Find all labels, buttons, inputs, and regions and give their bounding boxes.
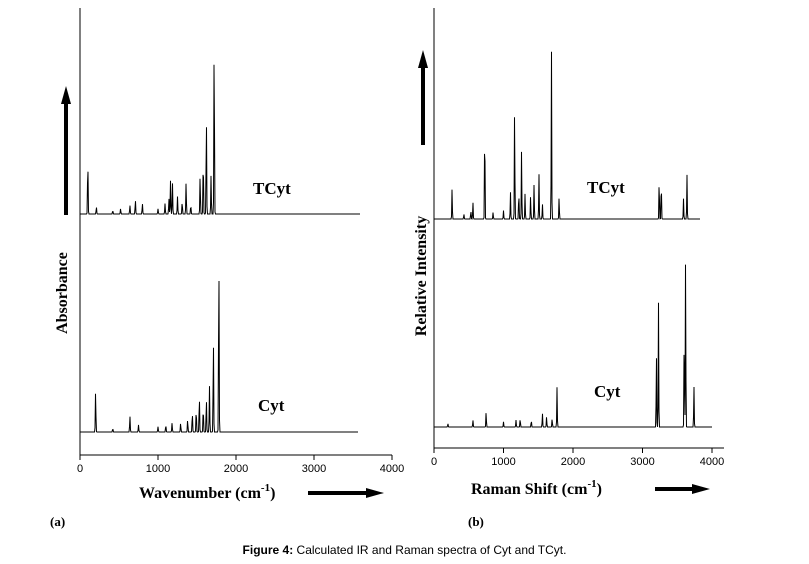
caption-label: Figure 4: — [242, 543, 294, 557]
ir-x-ticks: 0 1000 2000 3000 4000 — [77, 455, 404, 475]
raman-cyt-spectrum-line — [434, 264, 712, 428]
raman-tcyt-label: TCyt — [587, 178, 625, 197]
ir-x-tick-label: 4000 — [380, 463, 404, 475]
raman-x-ticks: 0 1000 2000 3000 4000 — [431, 448, 724, 468]
caption-text: Calculated IR and Raman spectra of Cyt a… — [296, 543, 567, 557]
ir-x-axis-title: Wavenumber (cm-1) — [139, 482, 275, 502]
raman-spectrum-panel: 0 1000 2000 3000 4000 TCyt Cyt Relative Inte… — [413, 8, 724, 529]
ir-x-axis-title-close: ) — [270, 485, 275, 502]
ir-tcyt-label: TCyt — [253, 179, 291, 198]
raman-x-tick-label: 1000 — [491, 456, 515, 468]
figure-caption: Figure 4: Calculated IR and Raman spectr… — [0, 543, 809, 557]
raman-x-axis-title-main: Raman Shift (cm — [471, 481, 588, 498]
ir-x-arrow-icon — [366, 488, 384, 498]
raman-x-axis-title: Raman Shift (cm-1) — [471, 478, 602, 498]
ir-cyt-label: Cyt — [258, 396, 285, 415]
ir-cyt-spectrum-line — [80, 280, 358, 433]
raman-x-tick-label: 4000 — [700, 456, 724, 468]
ir-x-axis-title-sup: -1 — [261, 482, 270, 494]
raman-x-tick-label: 3000 — [630, 456, 654, 468]
raman-x-axis-title-close: ) — [597, 481, 602, 498]
raman-x-arrow-icon — [692, 484, 710, 494]
raman-y-axis-title: Relative Intensity — [413, 216, 430, 336]
ir-x-tick-label: 0 — [77, 463, 83, 475]
raman-tcyt-spectrum-line — [434, 51, 700, 220]
raman-y-arrow-icon — [418, 50, 428, 68]
raman-series-group — [434, 51, 712, 428]
ir-x-axis-title-main: Wavenumber (cm — [139, 485, 262, 502]
panel-label-b: (b) — [468, 514, 484, 529]
panel-label-a: (a) — [50, 514, 65, 529]
ir-x-tick-label: 1000 — [146, 463, 170, 475]
raman-x-axis-title-sup: -1 — [587, 478, 596, 490]
ir-x-tick-label: 2000 — [224, 463, 248, 475]
ir-y-axis-title: Absorbance — [54, 252, 71, 334]
ir-series-group — [80, 64, 360, 433]
ir-y-arrow-icon — [61, 86, 71, 104]
raman-x-tick-label: 2000 — [561, 456, 585, 468]
ir-spectrum-panel: 0 1000 2000 3000 4000 TCyt Cyt Absorbance Wa… — [50, 8, 404, 529]
ir-x-tick-label: 3000 — [302, 463, 326, 475]
raman-x-tick-label: 0 — [431, 456, 437, 468]
ir-tcyt-spectrum-line — [80, 64, 360, 215]
raman-cyt-label: Cyt — [594, 382, 621, 401]
